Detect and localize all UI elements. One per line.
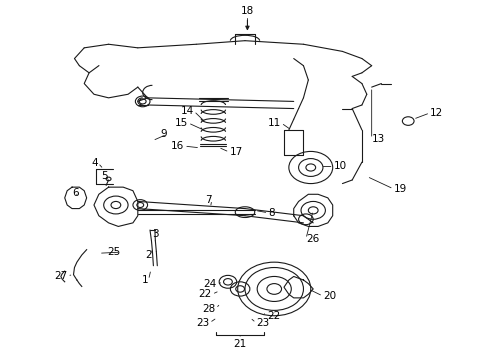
Text: 12: 12	[430, 108, 443, 118]
Text: 9: 9	[160, 129, 167, 139]
Text: 15: 15	[175, 118, 188, 128]
Text: 1: 1	[142, 275, 148, 285]
Text: 8: 8	[269, 208, 275, 218]
Text: 2: 2	[145, 250, 151, 260]
Text: 25: 25	[107, 247, 121, 257]
Text: 3: 3	[152, 229, 159, 239]
Text: 13: 13	[372, 134, 385, 144]
Text: 4: 4	[91, 158, 98, 168]
Text: 11: 11	[268, 118, 281, 128]
Text: 24: 24	[203, 279, 217, 289]
Text: 16: 16	[171, 141, 184, 151]
Text: 6: 6	[73, 188, 79, 198]
Text: 19: 19	[393, 184, 407, 194]
Text: 20: 20	[323, 291, 336, 301]
Text: 14: 14	[181, 106, 194, 116]
Text: 21: 21	[234, 339, 247, 349]
Text: 17: 17	[229, 147, 243, 157]
Text: 27: 27	[54, 271, 67, 281]
Text: 23: 23	[256, 318, 270, 328]
Text: 10: 10	[334, 161, 347, 171]
Text: 18: 18	[241, 6, 254, 16]
Text: 26: 26	[306, 234, 319, 244]
Text: 7: 7	[205, 195, 212, 204]
Text: 23: 23	[196, 318, 209, 328]
Text: 22: 22	[198, 289, 212, 299]
Text: 28: 28	[202, 303, 216, 314]
Text: 22: 22	[267, 311, 280, 321]
Text: 5: 5	[101, 171, 108, 181]
